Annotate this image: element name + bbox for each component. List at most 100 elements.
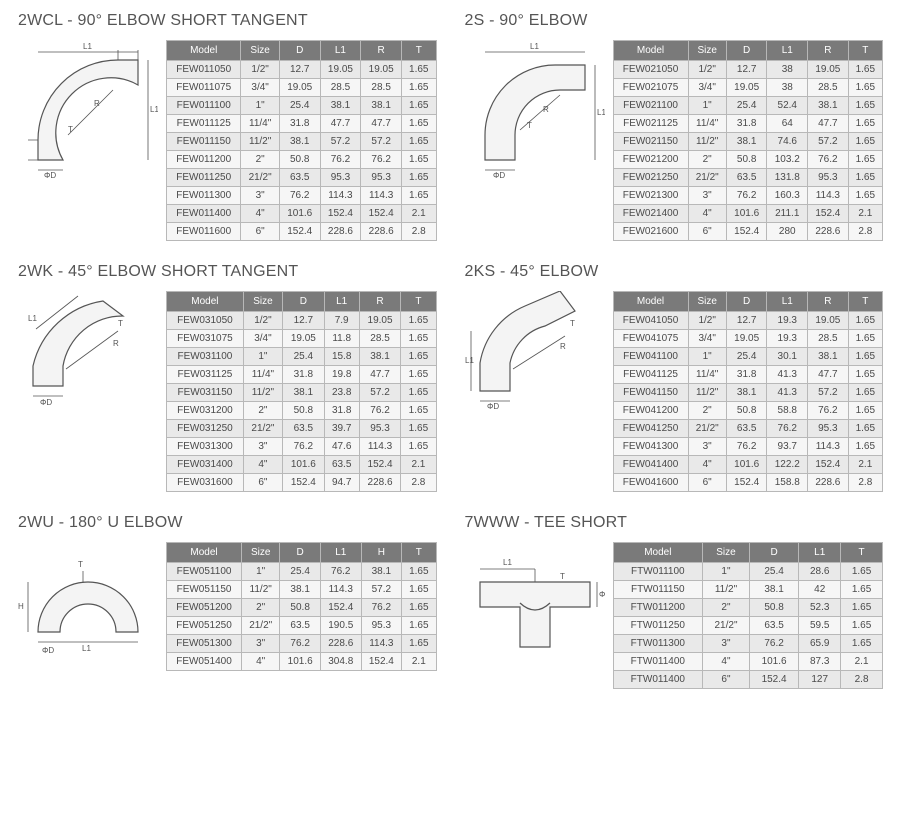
table-row: FEW0112002"50.876.276.21.65 bbox=[167, 151, 437, 169]
table-cell: 11/2" bbox=[688, 133, 726, 151]
table-cell: 52.4 bbox=[767, 97, 808, 115]
table-cell: 2.8 bbox=[848, 223, 882, 241]
table-cell: 152.4 bbox=[283, 474, 325, 492]
table-cell: 1.65 bbox=[848, 61, 882, 79]
table-cell: 6" bbox=[688, 223, 726, 241]
table-cell: 152.4 bbox=[320, 205, 361, 223]
table-row: FEW0214004"101.6211.1152.42.1 bbox=[613, 205, 883, 223]
table-row: FEW0213003"76.2160.3114.31.65 bbox=[613, 187, 883, 205]
table-cell: 58.8 bbox=[767, 402, 808, 420]
table-cell: 1.65 bbox=[848, 402, 882, 420]
table-row: FEW03125021/2"63.539.795.31.65 bbox=[167, 420, 437, 438]
table-cell: 1.65 bbox=[401, 330, 436, 348]
table-cell: 114.3 bbox=[320, 187, 361, 205]
table-cell: 28.6 bbox=[799, 563, 841, 581]
table-cell: 1/2" bbox=[241, 61, 279, 79]
table-cell: 1" bbox=[243, 348, 282, 366]
table-cell: 1.65 bbox=[848, 115, 882, 133]
table-cell: FEW051250 bbox=[167, 617, 242, 635]
table-cell: 4" bbox=[688, 205, 726, 223]
table-cell: 31.8 bbox=[726, 366, 767, 384]
table-cell: 2" bbox=[242, 599, 280, 617]
table-cell: 12.7 bbox=[279, 61, 320, 79]
table-cell: 19.05 bbox=[726, 330, 767, 348]
table-cell: 11/2" bbox=[242, 581, 280, 599]
table-cell: 39.7 bbox=[324, 420, 359, 438]
table-cell: 1/2" bbox=[688, 61, 726, 79]
table-cell: FEW041100 bbox=[613, 348, 688, 366]
table-cell: FTW011400 bbox=[613, 671, 703, 689]
table-cell: FEW021125 bbox=[613, 115, 688, 133]
svg-text:L1: L1 bbox=[82, 644, 91, 653]
table-cell: 25.4 bbox=[726, 97, 767, 115]
table-cell: 93.7 bbox=[767, 438, 808, 456]
table-cell: 21/2" bbox=[703, 617, 750, 635]
table-cell: FEW041050 bbox=[613, 312, 688, 330]
table-cell: 76.2 bbox=[283, 438, 325, 456]
table-cell: 2.1 bbox=[848, 456, 882, 474]
table-cell: 21/2" bbox=[688, 169, 726, 187]
table-cell: FEW031050 bbox=[167, 312, 244, 330]
column-header: T bbox=[401, 292, 436, 312]
table-cell: 152.4 bbox=[320, 599, 361, 617]
table-row: FEW0413003"76.293.7114.31.65 bbox=[613, 438, 883, 456]
table-cell: 47.7 bbox=[361, 115, 402, 133]
table-cell: 11/4" bbox=[688, 115, 726, 133]
table-cell: 76.2 bbox=[808, 151, 849, 169]
table-cell: 1.65 bbox=[402, 599, 436, 617]
table-row: FEW0110501/2"12.719.0519.051.65 bbox=[167, 61, 437, 79]
table-cell: 11/2" bbox=[688, 384, 726, 402]
table-cell: 95.3 bbox=[361, 617, 402, 635]
table-cell: FTW011250 bbox=[613, 617, 703, 635]
table-cell: 76.2 bbox=[280, 635, 321, 653]
section-title: 7WWW - TEE SHORT bbox=[465, 514, 884, 532]
table-cell: 12.7 bbox=[726, 312, 767, 330]
table-cell: FEW021075 bbox=[613, 79, 688, 97]
diagram-7www: L1 ΦD T bbox=[465, 542, 605, 662]
table-cell: 2.8 bbox=[848, 474, 882, 492]
table-cell: 28.5 bbox=[359, 330, 401, 348]
table-cell: 21/2" bbox=[688, 420, 726, 438]
table-cell: FEW021100 bbox=[613, 97, 688, 115]
table-2s: ModelSizeDL1RT FEW0210501/2"12.73819.051… bbox=[613, 40, 884, 241]
table-cell: 2" bbox=[241, 151, 279, 169]
table-cell: 41.3 bbox=[767, 384, 808, 402]
table-cell: 50.8 bbox=[280, 599, 321, 617]
column-header: L1 bbox=[324, 292, 359, 312]
table-cell: 21/2" bbox=[241, 169, 279, 187]
column-header: Model bbox=[167, 292, 244, 312]
table-cell: 152.4 bbox=[279, 223, 320, 241]
table-cell: 57.2 bbox=[359, 384, 401, 402]
table-cell: 1.65 bbox=[841, 635, 883, 653]
table-cell: 38.1 bbox=[361, 97, 402, 115]
table-row: FEW0111001"25.438.138.11.65 bbox=[167, 97, 437, 115]
column-header: T bbox=[848, 41, 882, 61]
table-cell: FEW041150 bbox=[613, 384, 688, 402]
table-cell: 76.2 bbox=[749, 635, 798, 653]
table-cell: 11/2" bbox=[241, 133, 279, 151]
column-header: L1 bbox=[767, 41, 808, 61]
svg-text:ΦD: ΦD bbox=[493, 171, 505, 180]
table-cell: 11/4" bbox=[241, 115, 279, 133]
table-row: FTW01115011/2"38.1421.65 bbox=[613, 581, 883, 599]
table-cell: 1.65 bbox=[401, 420, 436, 438]
table-cell: FEW031150 bbox=[167, 384, 244, 402]
table-cell: 11/2" bbox=[703, 581, 750, 599]
table-cell: 211.1 bbox=[767, 205, 808, 223]
table-cell: 57.2 bbox=[808, 384, 849, 402]
table-cell: 1.65 bbox=[402, 617, 436, 635]
table-cell: 41.3 bbox=[767, 366, 808, 384]
table-cell: 38 bbox=[767, 61, 808, 79]
table-cell: 63.5 bbox=[749, 617, 798, 635]
table-cell: 1/2" bbox=[243, 312, 282, 330]
table-cell: 19.05 bbox=[808, 61, 849, 79]
table-cell: 228.6 bbox=[808, 223, 849, 241]
table-cell: 101.6 bbox=[280, 653, 321, 671]
table-cell: 23.8 bbox=[324, 384, 359, 402]
column-header: Size bbox=[688, 41, 726, 61]
table-cell: 25.4 bbox=[283, 348, 325, 366]
table-row: FEW0412002"50.858.876.21.65 bbox=[613, 402, 883, 420]
table-cell: 1.65 bbox=[848, 312, 882, 330]
table-row: FEW0311001"25.415.838.11.65 bbox=[167, 348, 437, 366]
table-cell: FEW011075 bbox=[167, 79, 241, 97]
